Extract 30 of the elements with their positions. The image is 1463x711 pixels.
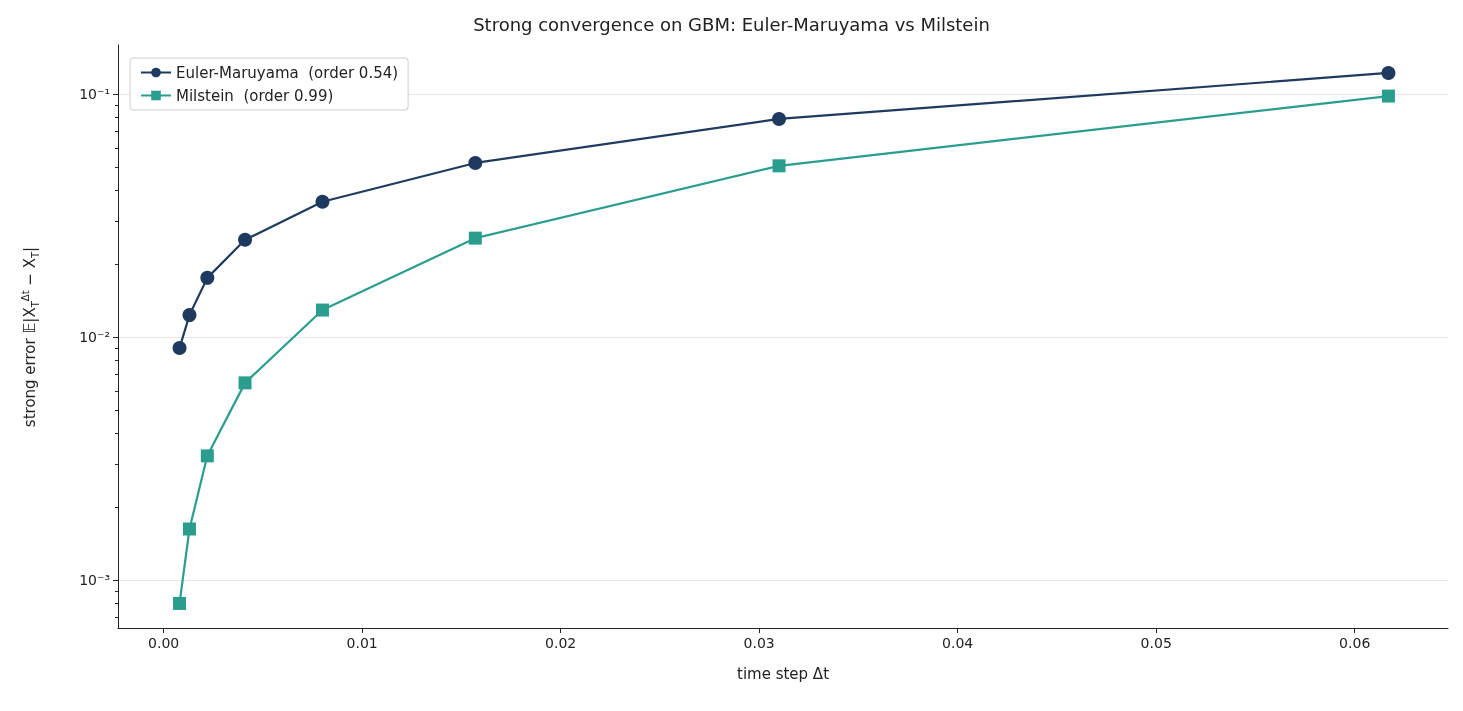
point xyxy=(772,111,787,126)
point xyxy=(772,159,786,173)
point xyxy=(238,232,253,247)
x-tick-label: 0.06 xyxy=(1339,635,1371,651)
x-tick-label: 0.03 xyxy=(743,635,775,651)
point xyxy=(1381,89,1395,103)
x-tick-label: 0.02 xyxy=(545,635,577,651)
point xyxy=(200,449,214,463)
chart-title: Strong convergence on GBM: Euler-Maruyama vs Milstein xyxy=(473,13,990,35)
point xyxy=(315,194,330,209)
legend-label: Milstein (order 0.99) xyxy=(176,86,334,105)
legend-label: Euler-Maruyama (order 0.54) xyxy=(176,63,399,82)
x-tick-label: 0.05 xyxy=(1140,635,1172,651)
x-tick-label: 0.01 xyxy=(346,635,378,651)
point xyxy=(182,308,197,323)
point xyxy=(200,270,215,285)
x-tick-label: 0.00 xyxy=(148,635,180,651)
point xyxy=(182,522,196,536)
point xyxy=(315,303,329,317)
point xyxy=(468,155,483,170)
x-axis-title: time step Δt xyxy=(736,664,830,683)
point xyxy=(468,231,482,245)
point xyxy=(173,596,187,610)
y-tick-label: 10⁻¹ xyxy=(79,85,110,102)
y-tick-label: 10⁻² xyxy=(79,328,110,345)
x-tick-label: 0.04 xyxy=(942,635,974,651)
y-tick-label: 10⁻³ xyxy=(79,571,110,588)
point xyxy=(238,376,252,390)
point xyxy=(1381,65,1396,80)
point xyxy=(172,341,187,356)
